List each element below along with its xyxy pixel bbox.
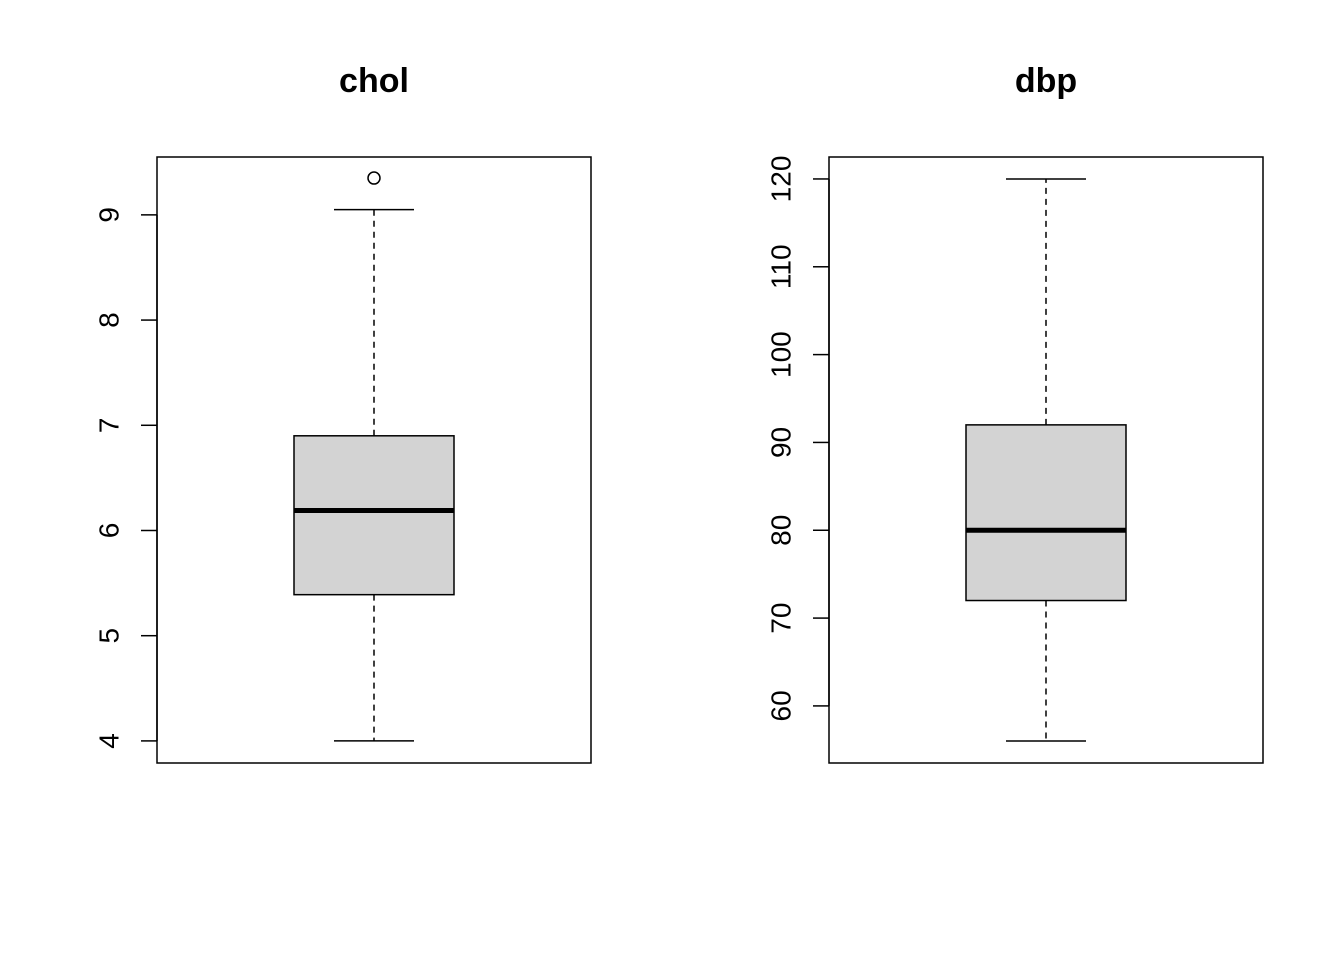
y-tick-label: 5 <box>94 628 125 644</box>
y-tick-label: 110 <box>766 244 797 289</box>
y-tick-label: 60 <box>766 690 797 721</box>
chart-title: dbp <box>1015 62 1077 100</box>
dbp-panel: dbp 60 70 80 90 100 110 120 <box>766 62 1264 764</box>
y-tick-label: 80 <box>766 515 797 546</box>
y-tick-label: 70 <box>766 603 797 634</box>
y-tick-label: 4 <box>94 733 125 749</box>
outlier-point <box>367 171 381 185</box>
y-tick-label: 6 <box>94 523 125 539</box>
y-tick-label: 9 <box>94 207 125 223</box>
y-tick-label: 100 <box>766 331 797 378</box>
chol-panel: chol 4 5 6 7 8 9 <box>94 62 592 764</box>
y-tick-label: 8 <box>94 312 125 328</box>
y-tick-label: 90 <box>766 427 797 458</box>
iqr-box <box>965 424 1127 602</box>
y-tick-label: 120 <box>766 156 797 203</box>
y-tick-label: 7 <box>94 417 125 433</box>
chart-title: chol <box>339 62 409 100</box>
iqr-box <box>293 435 455 596</box>
